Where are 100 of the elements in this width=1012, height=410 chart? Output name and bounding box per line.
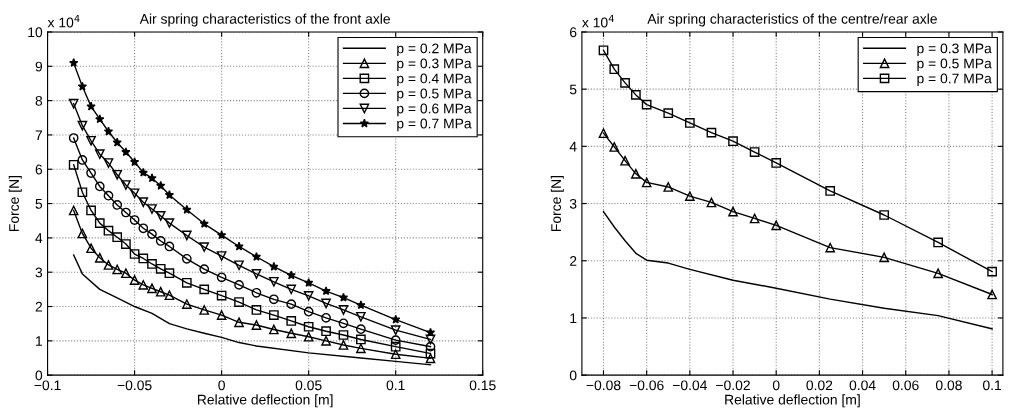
point [86, 168, 96, 178]
point [390, 325, 401, 336]
legend-label: p = 0.7 MPa [397, 118, 472, 132]
point [181, 230, 192, 241]
point [321, 298, 331, 309]
point [251, 305, 262, 315]
point [77, 187, 88, 198]
point [391, 314, 401, 324]
y-tick-label: 1 [570, 313, 577, 323]
y-tick-label: 10 [28, 27, 43, 38]
y-tick-label: 8 [35, 95, 43, 106]
point [356, 334, 366, 345]
line-series [602, 210, 993, 330]
point [147, 229, 157, 239]
point [663, 182, 674, 192]
point [286, 270, 296, 280]
point [268, 276, 279, 287]
point [631, 90, 641, 100]
point [94, 252, 105, 263]
point [321, 312, 331, 323]
point [216, 230, 227, 240]
x-tick-label: 0.08 [935, 380, 962, 391]
y-tick-label: 5 [569, 84, 577, 95]
point [620, 78, 630, 88]
point [728, 136, 738, 147]
point [321, 286, 331, 296]
x-tick-label: 0.04 [849, 380, 876, 391]
point [321, 326, 331, 337]
legend-label: p = 0.2 MPa [397, 43, 472, 57]
point [77, 120, 88, 131]
point [390, 335, 401, 346]
point [86, 135, 96, 146]
y-tick-label: 4 [35, 233, 43, 243]
x-tick-label: 0.05 [295, 380, 322, 391]
point [155, 263, 166, 274]
y-tick-label: 5 [35, 199, 43, 209]
x-tick-label: −0.06 [629, 380, 664, 391]
point [103, 225, 114, 236]
x-axis-title: Relative deflection [m] [725, 394, 860, 408]
point [609, 64, 620, 75]
point [356, 324, 366, 335]
point [749, 147, 760, 157]
point [121, 207, 131, 218]
point [303, 331, 314, 342]
y-tick-label: 1 [36, 336, 43, 346]
point [338, 305, 349, 315]
point [251, 287, 262, 298]
point [112, 169, 123, 180]
point [598, 45, 609, 56]
point [181, 277, 192, 288]
legend-label: p = 0.5 MPa [917, 58, 992, 72]
point [112, 232, 123, 243]
point [641, 177, 652, 188]
point [425, 353, 436, 364]
point [147, 283, 157, 294]
point [138, 197, 149, 208]
point [356, 300, 366, 310]
point [129, 188, 140, 199]
point [164, 218, 175, 228]
y-tick-label: 0 [35, 370, 43, 381]
point [234, 297, 244, 307]
x-tick-label: 0.02 [806, 380, 833, 391]
point [129, 215, 140, 225]
point [216, 251, 227, 261]
point [147, 204, 157, 214]
point [155, 236, 166, 246]
point [338, 330, 349, 340]
point [138, 253, 149, 264]
point [129, 157, 140, 167]
point [216, 272, 227, 283]
point [199, 242, 210, 253]
point [94, 149, 105, 160]
point [356, 343, 366, 354]
legend-label: p = 0.7 MPa [917, 73, 992, 87]
point [268, 310, 279, 320]
point [103, 158, 114, 168]
point [706, 127, 717, 138]
point [164, 190, 175, 200]
point [138, 167, 148, 177]
point [129, 275, 140, 285]
point [338, 292, 349, 302]
point [641, 99, 652, 110]
point [234, 280, 244, 290]
point [69, 58, 79, 67]
text: x 10$^{4}$ [47, 14, 80, 28]
point [303, 321, 314, 332]
point [825, 186, 836, 196]
point [879, 210, 890, 220]
point [155, 211, 166, 221]
point [620, 155, 630, 166]
legend-label: p = 0.4 MPa [397, 73, 472, 87]
point [390, 341, 401, 352]
point [234, 317, 244, 328]
x-tick-label: −0.04 [672, 380, 708, 391]
point [663, 108, 674, 119]
chart-title: Air spring characteristics of the centre/rear axle [647, 13, 937, 27]
x-tick-label: 0.1 [982, 380, 1002, 391]
point [138, 280, 149, 290]
point [987, 266, 997, 277]
point [77, 81, 88, 91]
